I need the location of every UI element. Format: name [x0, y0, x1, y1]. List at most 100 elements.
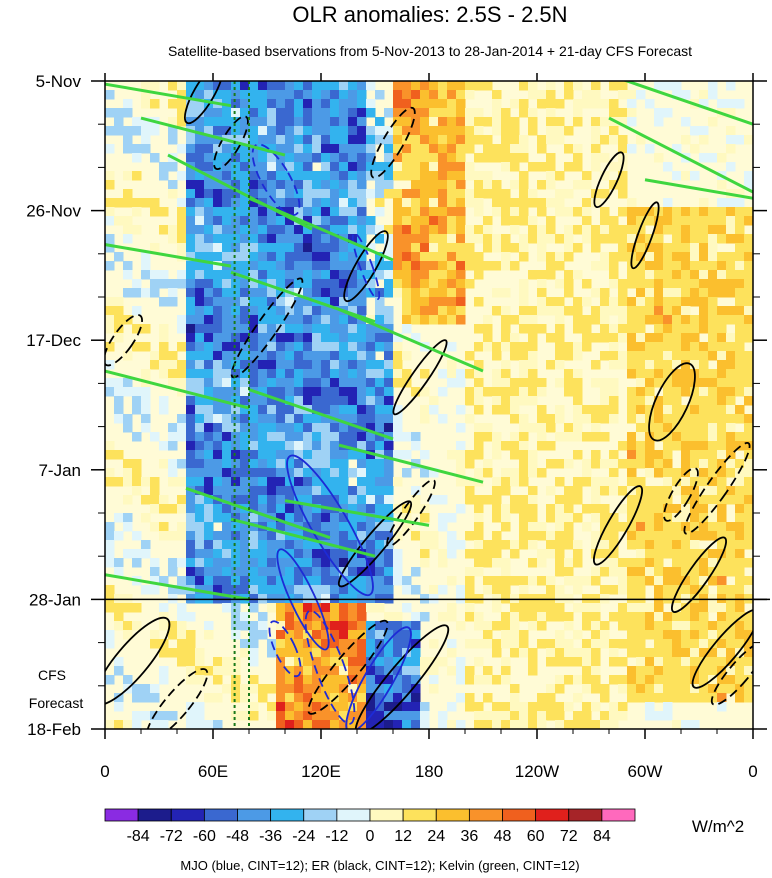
- colorbar-swatch: [601, 808, 636, 822]
- field-cell: [231, 549, 241, 559]
- field-cell: [456, 117, 466, 127]
- field-cell: [627, 603, 637, 613]
- field-cell: [330, 252, 340, 262]
- field-cell: [627, 684, 637, 694]
- field-cell: [258, 612, 268, 622]
- field-cell: [132, 603, 142, 613]
- field-cell: [393, 630, 403, 640]
- field-cell: [636, 234, 646, 244]
- field-cell: [681, 513, 691, 523]
- field-cell: [699, 522, 709, 532]
- field-cell: [654, 639, 664, 649]
- field-cell: [537, 243, 547, 253]
- field-cell: [186, 441, 196, 451]
- field-cell: [591, 225, 601, 235]
- field-cell: [285, 666, 295, 676]
- field-cell: [672, 648, 682, 658]
- field-cell: [240, 252, 250, 262]
- field-cell: [618, 702, 628, 712]
- field-cell: [240, 171, 250, 181]
- field-cell: [609, 81, 619, 91]
- field-cell: [555, 567, 565, 577]
- field-cell: [528, 351, 538, 361]
- field-cell: [195, 522, 205, 532]
- field-cell: [618, 576, 628, 586]
- field-cell: [312, 351, 322, 361]
- field-cell: [231, 666, 241, 676]
- field-cell: [402, 432, 412, 442]
- field-cell: [213, 270, 223, 280]
- field-cell: [492, 405, 502, 415]
- field-cell: [258, 261, 268, 271]
- field-cell: [276, 351, 286, 361]
- field-cell: [600, 486, 610, 496]
- field-cell: [411, 135, 421, 145]
- field-cell: [312, 522, 322, 532]
- field-cell: [231, 603, 241, 613]
- field-cell: [618, 675, 628, 685]
- field-cell: [402, 288, 412, 298]
- field-cell: [492, 441, 502, 451]
- field-cell: [276, 234, 286, 244]
- field-cell: [240, 414, 250, 424]
- field-cell: [492, 495, 502, 505]
- field-cell: [240, 396, 250, 406]
- field-cell: [177, 90, 187, 100]
- field-cell: [654, 567, 664, 577]
- field-cell: [186, 468, 196, 478]
- field-cell: [492, 540, 502, 550]
- field-cell: [420, 180, 430, 190]
- field-cell: [177, 324, 187, 334]
- field-cell: [663, 333, 673, 343]
- field-cell: [222, 198, 232, 208]
- field-cell: [555, 675, 565, 685]
- field-cell: [663, 504, 673, 514]
- field-cell: [627, 369, 637, 379]
- field-cell: [609, 261, 619, 271]
- field-cell: [438, 243, 448, 253]
- field-cell: [537, 297, 547, 307]
- field-cell: [384, 360, 394, 370]
- field-cell: [141, 342, 151, 352]
- field-cell: [132, 720, 142, 729]
- field-cell: [114, 297, 124, 307]
- field-cell: [663, 648, 673, 658]
- field-cell: [735, 261, 745, 271]
- field-cell: [465, 576, 475, 586]
- y-tick-label: 17-Dec: [26, 331, 81, 350]
- field-cell: [267, 684, 277, 694]
- field-cell: [690, 216, 700, 226]
- field-cell: [609, 531, 619, 541]
- field-cell: [609, 234, 619, 244]
- field-cell: [141, 711, 151, 721]
- field-cell: [510, 648, 520, 658]
- field-cell: [735, 306, 745, 316]
- field-cell: [420, 189, 430, 199]
- field-cell: [735, 477, 745, 487]
- field-cell: [231, 423, 241, 433]
- field-cell: [474, 495, 484, 505]
- field-cell: [339, 513, 349, 523]
- field-cell: [177, 531, 187, 541]
- field-cell: [438, 558, 448, 568]
- field-cell: [393, 270, 403, 280]
- field-cell: [393, 135, 403, 145]
- field-cell: [303, 369, 313, 379]
- field-cell: [699, 252, 709, 262]
- field-cell: [330, 639, 340, 649]
- field-cell: [222, 396, 232, 406]
- field-cell: [663, 621, 673, 631]
- field-cell: [663, 567, 673, 577]
- field-cell: [321, 711, 331, 721]
- field-cell: [276, 279, 286, 289]
- field-cell: [249, 603, 259, 613]
- field-cell: [312, 126, 322, 136]
- field-cell: [447, 207, 457, 217]
- field-cell: [312, 261, 322, 271]
- field-cell: [492, 450, 502, 460]
- field-cell: [618, 486, 628, 496]
- field-cell: [636, 216, 646, 226]
- field-cell: [447, 666, 457, 676]
- field-cell: [177, 477, 187, 487]
- field-cell: [555, 135, 565, 145]
